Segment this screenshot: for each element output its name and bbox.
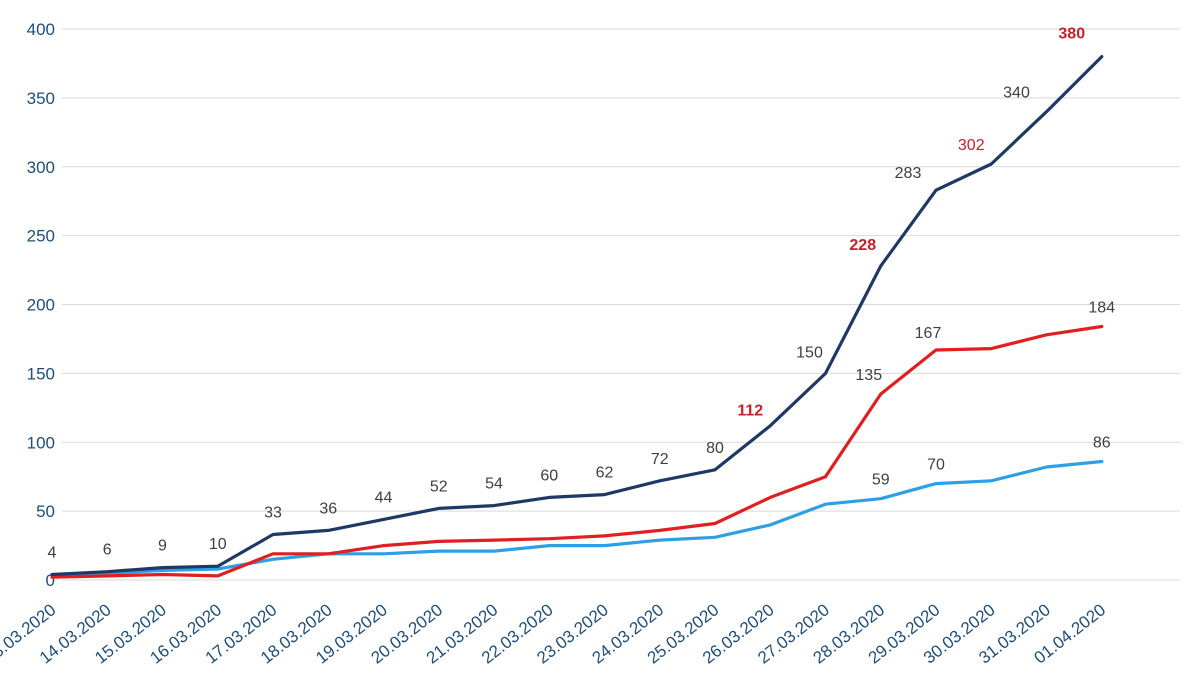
data-label: 184 bbox=[1088, 300, 1115, 317]
data-label: 60 bbox=[540, 467, 558, 484]
data-label: 59 bbox=[872, 472, 890, 489]
data-label: 6 bbox=[103, 542, 112, 559]
data-labels: 4 6 9 10 33 36 44 52 54 60 62 72 80 112 150 228 283 302 34… bbox=[48, 26, 1116, 562]
data-label: 135 bbox=[855, 367, 882, 384]
data-label: 62 bbox=[596, 465, 614, 482]
y-axis-ticks: 0 50 100 150 200 250 300 350 400 bbox=[27, 20, 55, 590]
data-label: 150 bbox=[796, 344, 823, 361]
data-label: 44 bbox=[375, 489, 393, 506]
data-label: 4 bbox=[48, 544, 57, 561]
data-label: 33 bbox=[264, 505, 282, 522]
series-line-0 bbox=[50, 54, 1104, 577]
y-tick-label: 50 bbox=[36, 502, 55, 521]
series-line-2 bbox=[50, 459, 1104, 578]
data-label: 228 bbox=[849, 237, 876, 254]
data-label: 167 bbox=[915, 325, 942, 342]
y-tick-label: 350 bbox=[27, 89, 55, 108]
y-tick-label: 200 bbox=[27, 296, 55, 315]
y-tick-label: 300 bbox=[27, 158, 55, 177]
data-label: 80 bbox=[706, 440, 724, 457]
series-lines bbox=[50, 54, 1104, 579]
data-label: 72 bbox=[651, 451, 669, 468]
data-label: 340 bbox=[1003, 85, 1030, 102]
data-label: 283 bbox=[895, 165, 922, 182]
data-label: 380 bbox=[1058, 26, 1085, 43]
grid-lines bbox=[62, 28, 1180, 581]
y-tick-label: 400 bbox=[27, 20, 55, 39]
y-tick-label: 250 bbox=[27, 227, 55, 246]
x-axis-ticks: 13.03.202014.03.202015.03.202016.03.2020… bbox=[0, 600, 1109, 667]
y-tick-label: 0 bbox=[46, 571, 55, 590]
data-label: 10 bbox=[209, 536, 227, 553]
data-label: 52 bbox=[430, 478, 448, 495]
data-label: 36 bbox=[319, 500, 337, 517]
data-label: 302 bbox=[958, 137, 985, 154]
data-label: 86 bbox=[1093, 435, 1111, 452]
y-tick-label: 100 bbox=[27, 433, 55, 452]
series-line-1 bbox=[50, 324, 1104, 579]
y-tick-label: 150 bbox=[27, 364, 55, 383]
data-label: 70 bbox=[927, 457, 945, 474]
data-label: 54 bbox=[485, 476, 503, 493]
data-label: 9 bbox=[158, 538, 167, 555]
data-label: 112 bbox=[737, 403, 763, 420]
